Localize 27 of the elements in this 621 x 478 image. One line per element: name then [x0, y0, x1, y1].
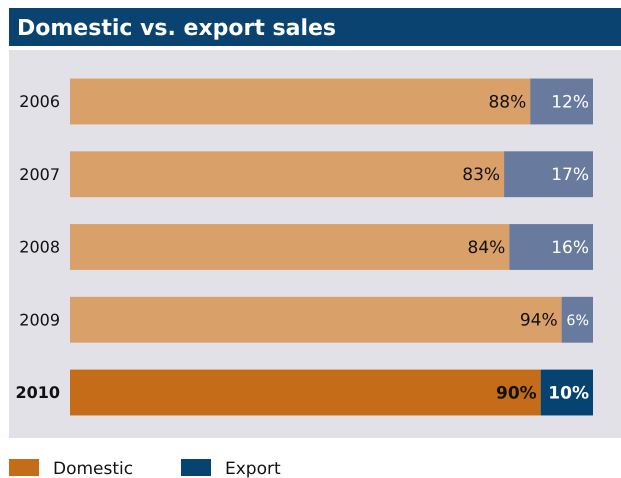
data-label: 84% [468, 238, 506, 258]
bar [509, 224, 593, 270]
bar [530, 78, 593, 124]
data-label: 12% [551, 92, 589, 112]
y-tick-label: 2007 [19, 164, 60, 184]
bar [70, 78, 530, 124]
bar [70, 224, 510, 270]
y-tick-label: 2006 [19, 92, 60, 112]
data-label: 90% [496, 383, 537, 404]
data-label: 94% [520, 310, 558, 331]
y-tick-label: 2010 [15, 383, 60, 402]
y-tick-label: 2009 [19, 310, 60, 330]
data-label: 83% [462, 165, 500, 186]
bar [70, 370, 541, 416]
bar [70, 296, 562, 343]
legend-label: Domestic [53, 458, 134, 478]
data-label: 17% [551, 165, 589, 186]
bar [562, 296, 593, 343]
y-tick-label: 2008 [19, 238, 60, 257]
data-label: 10% [548, 383, 589, 404]
data-label: 6% [566, 312, 589, 329]
bar [504, 151, 593, 198]
bar [70, 151, 504, 198]
chart-title: Domestic vs. export sales [17, 16, 336, 41]
data-label: 88% [488, 92, 526, 112]
data-label: 16% [551, 238, 589, 258]
legend-label: Export [225, 458, 281, 478]
